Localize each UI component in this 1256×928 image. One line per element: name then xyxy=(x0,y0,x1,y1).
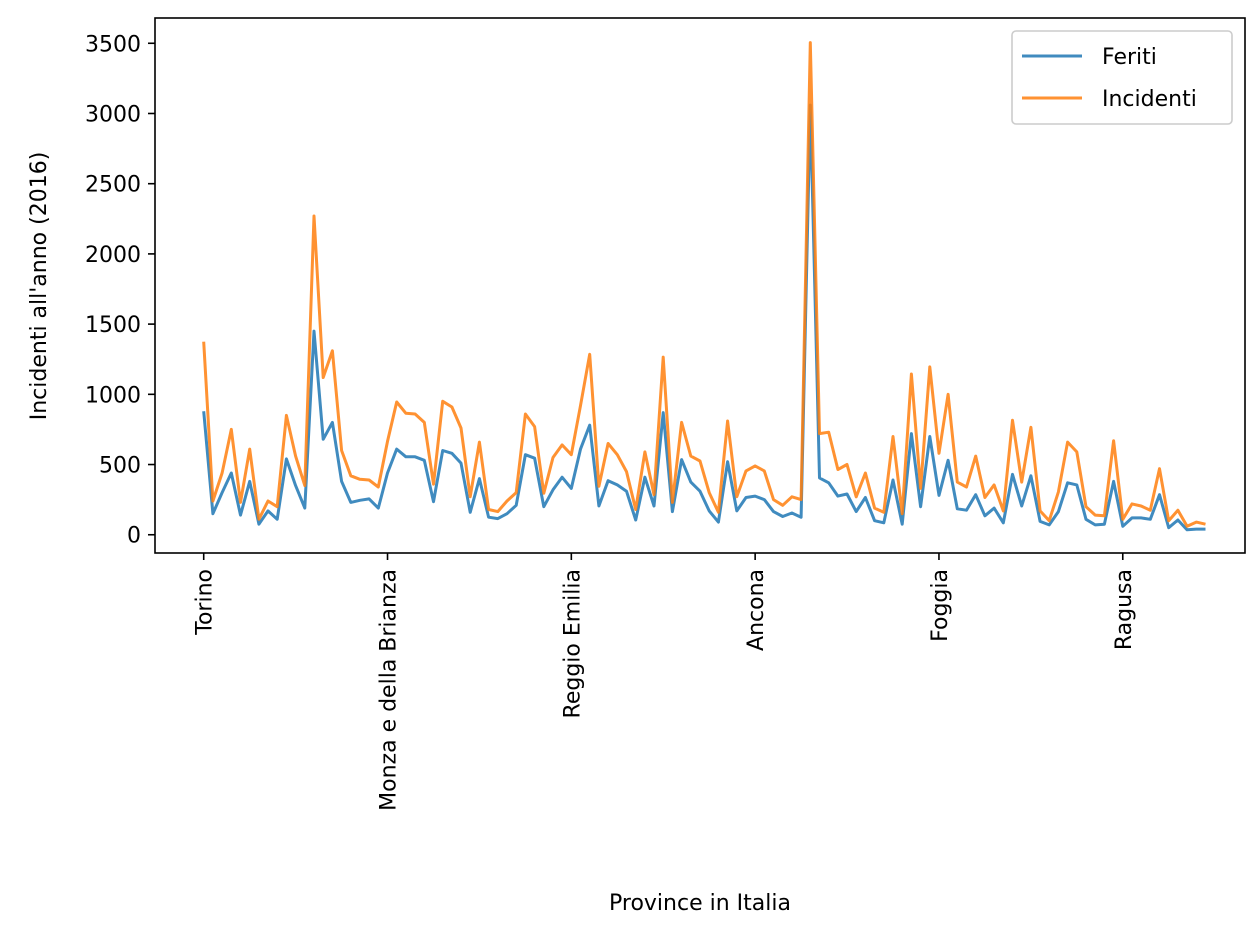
x-axis: Torino Monza e della Brianza Reggio Emilia… xyxy=(193,553,1137,811)
legend: Feriti Incidenti xyxy=(1011,30,1233,125)
y-axis-title: Incidenti all'anno (2016) xyxy=(27,152,52,421)
y-tick-label: 500 xyxy=(99,454,141,479)
x-tick-label: Ragusa xyxy=(1112,569,1137,650)
y-axis: 0 500 1000 1500 2000 2500 3000 3500 xyxy=(85,32,155,549)
x-tick-label: Torino xyxy=(193,569,218,636)
series-line-feriti xyxy=(202,103,1206,532)
y-tick-label: 0 xyxy=(127,524,141,549)
x-tick-label: Ancona xyxy=(744,569,769,651)
y-tick-label: 3000 xyxy=(85,102,141,127)
legend-label-incidenti: Incidenti xyxy=(1102,87,1197,112)
x-tick-label: Reggio Emilia xyxy=(560,569,585,718)
legend-frame xyxy=(1011,30,1233,125)
y-tick-label: 3500 xyxy=(85,32,141,57)
series-layer xyxy=(202,41,1206,532)
plot-frame xyxy=(154,17,1246,554)
x-tick-label: Foggia xyxy=(928,569,953,642)
y-tick-label: 2000 xyxy=(85,243,141,268)
series-line-incidenti xyxy=(202,41,1206,528)
x-tick-label: Monza e della Brianza xyxy=(377,569,402,811)
y-tick-label: 1000 xyxy=(85,383,141,408)
y-tick-label: 1500 xyxy=(85,313,141,338)
legend-label-feriti: Feriti xyxy=(1102,45,1157,70)
x-axis-title: Province in Italia xyxy=(609,891,791,916)
y-tick-label: 2500 xyxy=(85,173,141,198)
